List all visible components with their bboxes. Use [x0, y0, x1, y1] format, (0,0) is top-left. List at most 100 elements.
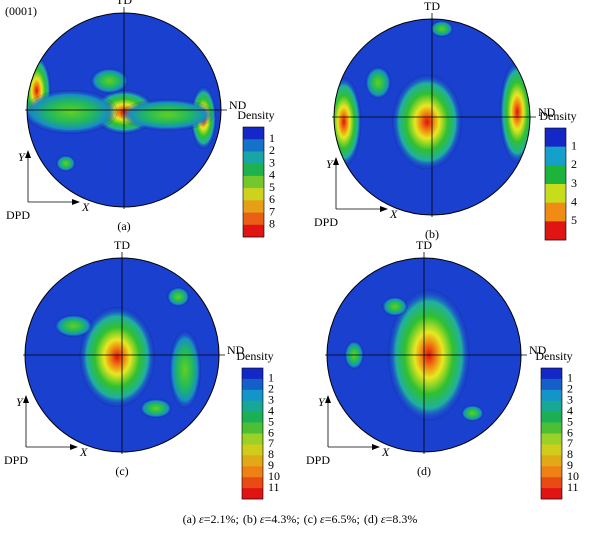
legend-level: 7: [268, 436, 274, 450]
caption: (a) ε=2.1%; (b) ε=4.3%; (c) ε=6.5%; (d) ε=8.3%: [183, 512, 418, 526]
caption-label: (b): [243, 512, 257, 526]
x-arrowhead: [372, 444, 380, 450]
legend-level: 6: [268, 425, 274, 439]
legend-swatch: [242, 411, 263, 423]
x-arrowhead: [380, 206, 388, 212]
legend-swatch: [242, 455, 263, 467]
caption-label: (d): [364, 512, 378, 526]
legend-swatch: [545, 221, 566, 241]
legend-level: 6: [269, 192, 275, 206]
legend-level: 9: [268, 458, 274, 472]
legend-level: 8: [269, 217, 275, 231]
legend-level: 3: [268, 393, 274, 407]
legend-swatch: [541, 477, 562, 489]
y-axis-label: Y: [326, 157, 334, 171]
plane-label: (0001): [5, 4, 37, 18]
x-arrowhead: [70, 444, 78, 450]
pole-figure: TD ND Y X DPD (b) Density 1 2 3 4 5: [314, 0, 577, 241]
legend-title: Density: [539, 109, 576, 123]
legend-level: 6: [567, 425, 573, 439]
density-map: [27, 56, 217, 172]
legend-swatch: [541, 368, 562, 380]
legend-swatch: [541, 378, 562, 391]
legend-level: 1: [567, 371, 573, 385]
legend-frame: [241, 367, 264, 500]
y-arrowhead: [333, 157, 339, 165]
density-blob: [499, 61, 530, 163]
legend-level: 3: [269, 155, 275, 169]
legend-level: 11: [567, 480, 579, 494]
y-arrowhead: [23, 395, 29, 403]
origin-label: DPD: [314, 215, 338, 229]
legend-swatch: [243, 127, 264, 140]
legend-swatch: [243, 163, 264, 177]
origin-label: DPD: [4, 453, 28, 467]
legend-level: 10: [268, 469, 280, 483]
legend-swatch: [243, 175, 264, 189]
legend-swatch: [243, 139, 264, 152]
panel-label: (d): [417, 464, 431, 478]
legend-level: 1: [268, 371, 274, 385]
legend-swatch: [541, 433, 562, 445]
legend-level: 10: [567, 469, 579, 483]
panel-label: (b): [425, 227, 439, 241]
origin-label: DPD: [6, 208, 30, 222]
legend-swatch: [243, 224, 264, 238]
x-axis-label: X: [81, 200, 90, 214]
density-blob: [79, 307, 155, 407]
caption-value: =8.3%: [386, 512, 418, 526]
legend-level: 5: [268, 414, 274, 428]
caption-value: =4.3%;: [265, 512, 300, 526]
legend-swatch: [541, 466, 562, 478]
legend-swatch: [242, 433, 263, 445]
legend-swatch: [545, 165, 566, 185]
caption-value: =6.5%;: [325, 512, 360, 526]
legend-swatch: [545, 184, 566, 203]
legend-swatch: [541, 422, 562, 434]
legend-level: 7: [567, 436, 573, 450]
x-axis-label: X: [79, 445, 88, 459]
legend-swatch: [242, 444, 263, 456]
density-blob: [54, 314, 93, 337]
legend-level: 5: [571, 213, 577, 227]
density-blob: [167, 287, 190, 307]
td-label: TD: [114, 238, 130, 252]
td-label: TD: [416, 238, 432, 252]
legend-level: 2: [571, 157, 577, 171]
y-axis-label: Y: [16, 395, 24, 409]
x-axis-label: X: [381, 445, 390, 459]
legend-swatch: [242, 368, 263, 380]
caption-symbol: ε: [260, 512, 265, 526]
legend-swatch: [541, 400, 562, 412]
legend-level: 8: [268, 447, 274, 461]
density-blob: [120, 99, 215, 131]
legend-swatch: [541, 444, 562, 456]
nd-label: ND: [229, 98, 247, 112]
legend-swatch: [545, 202, 566, 222]
legend-swatch: [242, 378, 263, 391]
legend-level: 4: [269, 168, 275, 182]
x-arrowhead: [72, 199, 80, 205]
td-label: TD: [116, 0, 132, 7]
density-blob: [90, 68, 129, 94]
y-axis-label: Y: [18, 150, 26, 164]
legend-swatch: [243, 212, 264, 226]
legend-swatch: [243, 200, 264, 213]
caption-label: (c): [304, 512, 317, 526]
origin-label: DPD: [306, 453, 330, 467]
legend-swatch: [242, 400, 263, 412]
legend-level: 3: [571, 176, 577, 190]
caption-value: =2.1%;: [204, 512, 239, 526]
density-blob: [140, 398, 172, 418]
td-label: TD: [424, 0, 440, 13]
legend-frame: [242, 126, 265, 238]
legend-frame: [540, 367, 563, 500]
legend-frame: [544, 127, 567, 241]
legend-level: 4: [567, 403, 573, 417]
legend-swatch: [545, 146, 566, 166]
density-blob: [169, 330, 201, 409]
caption-symbol: ε: [320, 512, 325, 526]
legend-swatch: [242, 389, 263, 402]
